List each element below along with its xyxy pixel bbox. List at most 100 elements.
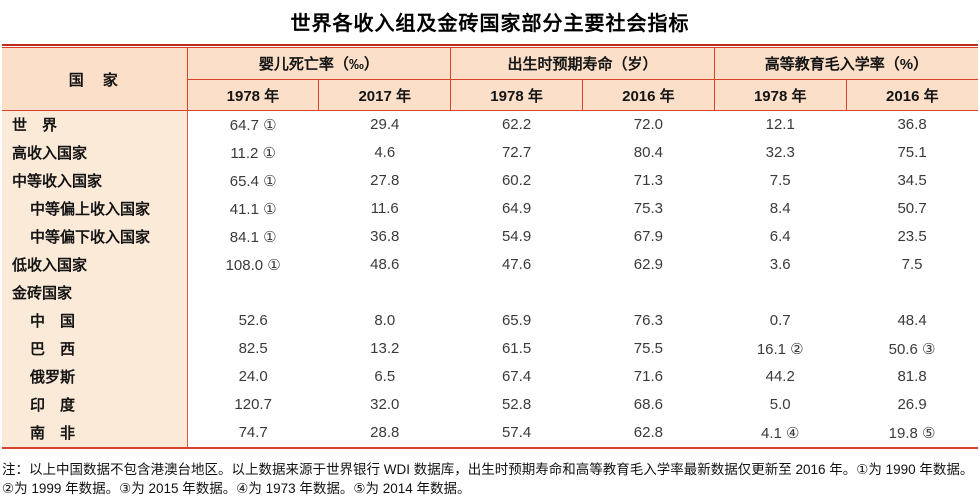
data-cell: 34.5	[846, 166, 978, 195]
table-row: 低收入国家 108.0 ① 48.6 47.6 62.9 3.6 7.5	[2, 250, 978, 279]
data-cell: 7.5	[846, 250, 978, 279]
data-cell: 82.5	[187, 334, 319, 363]
data-cell: 29.4	[318, 110, 451, 139]
data-cell	[846, 278, 978, 307]
data-cell: 11.2 ①	[187, 138, 319, 167]
data-cell	[714, 278, 847, 307]
data-cell: 60.2	[450, 166, 583, 195]
data-cell: 8.0	[318, 306, 451, 335]
footnote-line-1: 注：以上中国数据不包含港澳台地区。以上数据来源于世界银行 WDI 数据库，出生时…	[2, 461, 974, 477]
data-cell: 36.8	[846, 110, 978, 139]
table-row: 中等偏上收入国家 41.1 ① 11.6 64.9 75.3 8.4 50.7	[2, 194, 978, 223]
data-cell: 64.7 ①	[187, 110, 319, 139]
col-header-year: 2016 年	[845, 79, 978, 111]
data-cell	[318, 278, 451, 307]
data-cell	[582, 278, 715, 307]
data-cell: 74.7	[187, 418, 319, 447]
data-cell: 3.6	[714, 250, 847, 279]
row-label: 印 度	[2, 390, 188, 419]
data-cell: 75.5	[582, 334, 715, 363]
row-label: 南 非	[2, 418, 188, 447]
row-label: 中 国	[2, 306, 188, 335]
data-cell: 72.7	[450, 138, 583, 167]
row-label: 高收入国家	[2, 138, 188, 167]
data-cell: 54.9	[450, 222, 583, 251]
data-cell: 64.9	[450, 194, 583, 223]
col-header-year: 2017 年	[318, 79, 452, 111]
data-cell: 27.8	[318, 166, 451, 195]
data-cell: 44.2	[714, 362, 847, 391]
data-cell: 52.8	[450, 390, 583, 419]
col-header-year: 1978 年	[450, 79, 583, 111]
data-cell: 6.4	[714, 222, 847, 251]
data-cell: 75.1	[846, 138, 978, 167]
data-cell: 48.4	[846, 306, 978, 335]
data-cell: 5.0	[714, 390, 847, 419]
data-cell: 8.4	[714, 194, 847, 223]
data-table: 国 家 婴儿死亡率（‰） 出生时预期寿命（岁） 高等教育毛入学率（%） 1978…	[2, 47, 978, 447]
indicators-table: 国 家 婴儿死亡率（‰） 出生时预期寿命（岁） 高等教育毛入学率（%） 1978…	[2, 44, 978, 449]
data-cell: 71.3	[582, 166, 715, 195]
table-row: 俄罗斯 24.0 6.5 67.4 71.6 44.2 81.8	[2, 362, 978, 391]
data-cell: 71.6	[582, 362, 715, 391]
data-cell: 32.0	[318, 390, 451, 419]
table-row: 中等偏下收入国家 84.1 ① 36.8 54.9 67.9 6.4 23.5	[2, 222, 978, 251]
table-row: 世 界 64.7 ① 29.4 62.2 72.0 12.1 36.8	[2, 110, 978, 139]
data-cell: 80.4	[582, 138, 715, 167]
data-cell: 57.4	[450, 418, 583, 447]
data-cell: 7.5	[714, 166, 847, 195]
col-header-year: 1978 年	[187, 79, 320, 111]
table-row: 南 非 74.7 28.8 57.4 62.8 4.1 ④ 19.8 ⑤	[2, 418, 978, 447]
data-cell: 108.0 ①	[187, 250, 319, 279]
page-title: 世界各收入组及金砖国家部分主要社会指标	[290, 13, 690, 35]
data-cell: 41.1 ①	[187, 194, 319, 223]
data-cell: 4.6	[318, 138, 451, 167]
data-cell	[450, 278, 583, 307]
data-cell: 28.8	[318, 418, 451, 447]
footnote-line-2: ②为 1999 年数据。③为 2015 年数据。④为 1973 年数据。⑤为 2…	[2, 480, 471, 496]
data-cell: 47.6	[450, 250, 583, 279]
data-cell: 36.8	[318, 222, 451, 251]
row-label: 中等偏下收入国家	[2, 222, 188, 251]
data-cell: 62.9	[582, 250, 715, 279]
data-cell: 72.0	[582, 110, 715, 139]
row-label: 巴 西	[2, 334, 188, 363]
table-row: 巴 西 82.5 13.2 61.5 75.5 16.1 ② 50.6 ③	[2, 334, 978, 363]
data-cell: 50.6 ③	[846, 334, 978, 363]
data-cell: 81.8	[846, 362, 978, 391]
row-label: 低收入国家	[2, 250, 188, 279]
col-group-tertiary-enrollment: 高等教育毛入学率（%）	[713, 47, 978, 80]
data-cell: 11.6	[318, 194, 451, 223]
row-label: 俄罗斯	[2, 362, 188, 391]
data-cell: 6.5	[318, 362, 451, 391]
data-cell: 65.9	[450, 306, 583, 335]
row-label: 中等偏上收入国家	[2, 194, 188, 223]
col-header-year: 2016 年	[581, 79, 715, 111]
data-cell: 75.3	[582, 194, 715, 223]
data-cell: 84.1 ①	[187, 222, 319, 251]
data-cell: 32.3	[714, 138, 847, 167]
data-cell: 68.6	[582, 390, 715, 419]
data-cell: 16.1 ②	[714, 334, 847, 363]
col-group-life-expectancy: 出生时预期寿命（岁）	[450, 47, 715, 80]
data-cell: 26.9	[846, 390, 978, 419]
data-cell: 48.6	[318, 250, 451, 279]
row-label: 世 界	[2, 110, 188, 139]
data-cell: 67.9	[582, 222, 715, 251]
data-cell	[187, 278, 319, 307]
data-cell: 12.1	[714, 110, 847, 139]
table-body: 世 界 64.7 ① 29.4 62.2 72.0 12.1 36.8 高收入国家 11.2 ①…	[2, 110, 978, 447]
data-cell: 50.7	[846, 194, 978, 223]
data-cell: 13.2	[318, 334, 451, 363]
data-cell: 62.2	[450, 110, 583, 139]
data-cell: 65.4 ①	[187, 166, 319, 195]
data-cell: 76.3	[582, 306, 715, 335]
table-row: 印 度 120.7 32.0 52.8 68.6 5.0 26.9	[2, 390, 978, 419]
col-header-country: 国 家	[2, 47, 188, 111]
table-row: 中 国 52.6 8.0 65.9 76.3 0.7 48.4	[2, 306, 978, 335]
data-cell: 4.1 ④	[714, 418, 847, 447]
table-row: 金砖国家	[2, 278, 978, 307]
table-row: 高收入国家 11.2 ① 4.6 72.7 80.4 32.3 75.1	[2, 138, 978, 167]
row-label: 金砖国家	[2, 278, 188, 307]
